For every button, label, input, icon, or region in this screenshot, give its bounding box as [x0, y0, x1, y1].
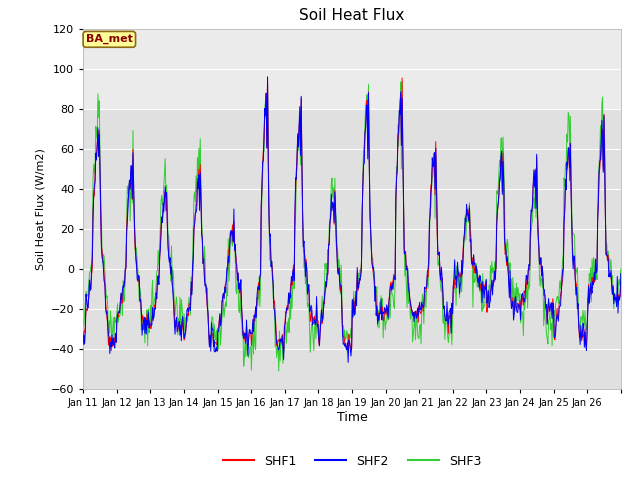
SHF1	[617, 281, 625, 287]
Text: BA_met: BA_met	[86, 34, 132, 45]
SHF1	[143, 321, 150, 327]
SHF3	[439, 318, 447, 324]
SHF2	[439, 287, 447, 293]
SHF2	[79, 342, 87, 348]
X-axis label: Time: Time	[337, 410, 367, 424]
Line: SHF2: SHF2	[83, 77, 621, 362]
SHF1	[264, 74, 271, 80]
SHF3	[289, 277, 296, 283]
SHF1	[269, 269, 276, 275]
SHF1	[79, 337, 87, 343]
SHF1	[439, 287, 447, 293]
SHF1	[241, 338, 249, 344]
Y-axis label: Soil Heat Flux (W/m2): Soil Heat Flux (W/m2)	[35, 148, 45, 270]
SHF1	[290, 262, 298, 268]
SHF3	[398, 79, 406, 84]
SHF2	[241, 330, 249, 336]
SHF3	[241, 338, 249, 344]
Title: Soil Heat Flux: Soil Heat Flux	[300, 9, 404, 24]
Bar	[83, 29, 621, 109]
SHF1	[409, 310, 417, 315]
SHF3	[79, 316, 87, 322]
SHF2	[344, 360, 352, 365]
SHF3	[617, 266, 625, 272]
SHF1	[280, 349, 287, 355]
SHF3	[143, 318, 150, 324]
Legend: SHF1, SHF2, SHF3: SHF1, SHF2, SHF3	[218, 450, 486, 472]
SHF3	[409, 339, 417, 345]
SHF2	[269, 275, 276, 281]
SHF3	[275, 368, 283, 374]
SHF2	[264, 74, 271, 80]
Line: SHF1: SHF1	[83, 77, 621, 352]
SHF2	[289, 269, 296, 275]
SHF2	[143, 331, 150, 337]
Line: SHF3: SHF3	[83, 82, 621, 371]
SHF3	[268, 259, 276, 265]
SHF2	[409, 312, 417, 318]
SHF2	[617, 271, 625, 276]
